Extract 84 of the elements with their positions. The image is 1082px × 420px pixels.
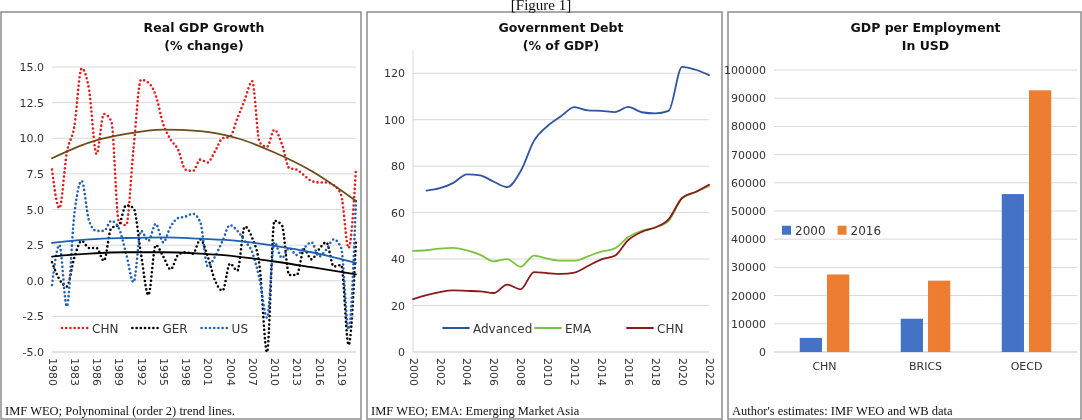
y-tick-label: 0.0 bbox=[26, 274, 44, 288]
legend-label: CHN bbox=[92, 321, 119, 336]
chart-title: Government Debt (% of GDP) bbox=[498, 20, 624, 53]
y-tick-label: 60000 bbox=[731, 176, 766, 190]
x-tick-label: 2004 bbox=[223, 358, 237, 386]
x-tick-label: 2016 bbox=[621, 358, 635, 386]
text: Author's estimates: IMF WEO and WB data bbox=[732, 404, 953, 418]
x-tick-label: 2012 bbox=[568, 358, 582, 386]
legend-label: US bbox=[231, 321, 249, 336]
legend-label: 2016 bbox=[850, 224, 882, 239]
line-series bbox=[412, 185, 710, 268]
x-tick-label: 2019 bbox=[334, 358, 348, 386]
y-tick-label: 10000 bbox=[731, 317, 766, 331]
x-tick-label: 2006 bbox=[487, 358, 501, 386]
x-tick-label: CHN bbox=[812, 359, 837, 373]
bar bbox=[827, 274, 850, 352]
y-tick-label: 20 bbox=[391, 299, 405, 313]
chart-title: GDP per Employment In USD bbox=[850, 20, 1001, 53]
bar bbox=[1029, 90, 1052, 352]
x-tick-label: 2002 bbox=[433, 358, 447, 386]
y-tick-label: 15.0 bbox=[19, 61, 44, 75]
line-series bbox=[50, 179, 358, 331]
bar bbox=[900, 318, 923, 352]
y-tick-label: 80 bbox=[391, 160, 405, 174]
y-tick-label: 10.0 bbox=[19, 132, 44, 146]
y-tick-label: 70000 bbox=[731, 148, 766, 162]
bar bbox=[799, 337, 822, 352]
chart-title: Real GDP Growth (% change) bbox=[143, 20, 265, 53]
legend-label: CHN bbox=[657, 321, 684, 336]
x-tick-label: 2008 bbox=[514, 358, 528, 386]
y-tick-label: 0 bbox=[759, 346, 766, 360]
y-tick-label: 40000 bbox=[731, 233, 766, 247]
x-tick-label: 2001 bbox=[201, 358, 215, 386]
x-tick-label: OECD bbox=[1010, 359, 1043, 373]
y-tick-label: 0 bbox=[398, 346, 405, 360]
x-tick-label: 2010 bbox=[541, 358, 555, 386]
bar bbox=[1001, 194, 1024, 352]
line-series bbox=[50, 67, 358, 250]
y-tick-label: 40 bbox=[391, 253, 405, 267]
x-tick-label: 1986 bbox=[90, 358, 104, 386]
text: IMF WEO; Polynominal (order 2) trend lines. bbox=[5, 404, 235, 418]
x-tick-label: 1995 bbox=[156, 358, 170, 386]
y-tick-label: -5.0 bbox=[22, 346, 44, 360]
line-series bbox=[50, 203, 358, 354]
x-tick-label: 2020 bbox=[675, 358, 689, 386]
legend-label: Advanced bbox=[473, 321, 533, 336]
y-tick-label: 12.5 bbox=[19, 96, 44, 110]
x-tick-label: 2016 bbox=[312, 358, 326, 386]
x-tick-label: 1992 bbox=[134, 358, 148, 386]
x-tick-label: 1998 bbox=[179, 358, 193, 386]
x-tick-label: 2010 bbox=[268, 358, 282, 386]
y-tick-label: -2.5 bbox=[22, 310, 44, 324]
line-series bbox=[412, 183, 710, 300]
y-tick-label: 100 bbox=[384, 113, 405, 127]
x-tick-label: 2013 bbox=[290, 358, 304, 386]
x-tick-label: 2014 bbox=[595, 358, 609, 386]
text: IMF WEO; EMA: Emerging Market Asia bbox=[371, 404, 580, 418]
y-tick-label: 7.5 bbox=[26, 167, 44, 181]
x-tick-label: 1983 bbox=[67, 358, 81, 386]
y-tick-label: 120 bbox=[384, 67, 405, 81]
x-tick-label: 2022 bbox=[702, 358, 716, 386]
text: [Figure 1] bbox=[510, 0, 572, 13]
x-tick-label: 2004 bbox=[460, 358, 474, 386]
legend-label: EMA bbox=[565, 321, 592, 336]
x-tick-label: BRICS bbox=[908, 359, 943, 373]
line-series bbox=[51, 128, 357, 202]
y-tick-label: 50000 bbox=[731, 205, 766, 219]
y-tick-label: 30000 bbox=[731, 261, 766, 275]
y-tick-label: 5.0 bbox=[26, 203, 44, 217]
x-tick-label: 2000 bbox=[406, 358, 420, 386]
line-series bbox=[425, 66, 710, 192]
y-tick-label: 2.5 bbox=[26, 239, 44, 253]
x-tick-label: 1980 bbox=[45, 358, 59, 386]
y-tick-label: 20000 bbox=[731, 289, 766, 303]
x-tick-label: 2007 bbox=[245, 358, 259, 386]
x-tick-label: 1989 bbox=[112, 358, 126, 386]
y-tick-label: 90000 bbox=[731, 92, 766, 106]
legend-label: GER bbox=[162, 321, 188, 336]
y-tick-label: 100000 bbox=[724, 64, 766, 78]
legend-label: 2000 bbox=[795, 224, 826, 239]
bar bbox=[928, 280, 951, 352]
y-tick-label: 60 bbox=[391, 206, 405, 220]
y-tick-label: 80000 bbox=[731, 120, 766, 134]
x-tick-label: 2018 bbox=[648, 358, 662, 386]
